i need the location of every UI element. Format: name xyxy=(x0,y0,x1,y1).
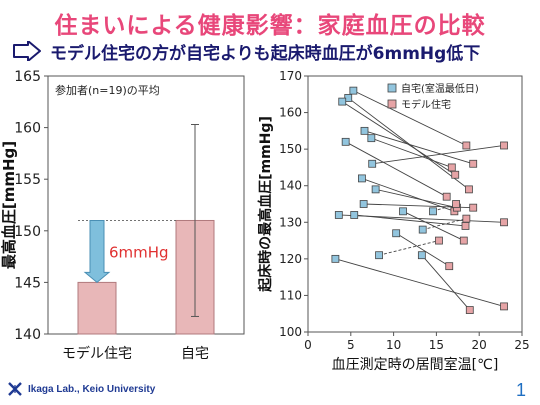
pair-connector xyxy=(371,137,452,168)
arrow-right-icon xyxy=(13,41,41,61)
model-point xyxy=(442,192,451,201)
model-point xyxy=(469,203,478,212)
home-point xyxy=(399,207,407,216)
home-point xyxy=(359,200,368,208)
home-point xyxy=(392,229,401,238)
home-point xyxy=(358,174,366,183)
y-tick-label: 170 xyxy=(279,69,302,83)
y-tick-label: 150 xyxy=(14,224,41,240)
home-point xyxy=(341,137,350,146)
participant-note: 参加者(n=19)の平均 xyxy=(55,83,160,97)
pair-connector xyxy=(347,97,470,190)
pair-connector xyxy=(341,101,456,176)
plot-area xyxy=(307,75,523,333)
y-tick-label: 150 xyxy=(279,142,302,156)
data-points xyxy=(331,86,508,314)
x-category-label: モデル住宅 xyxy=(62,345,132,362)
pair-connector xyxy=(375,188,458,209)
bar xyxy=(77,281,117,335)
plot-area xyxy=(47,75,245,335)
y-tick-label: 140 xyxy=(279,179,302,193)
model-point xyxy=(451,170,460,179)
pair-connector xyxy=(402,210,464,241)
x-tick-label: 10 xyxy=(386,338,401,352)
y-tick-label: 160 xyxy=(279,106,302,120)
model-point xyxy=(500,218,508,227)
home-point xyxy=(371,185,380,194)
model-point xyxy=(465,306,474,314)
home-point xyxy=(334,211,343,219)
x-tick-label: 20 xyxy=(472,338,487,352)
x-tick-label: 0 xyxy=(304,338,312,352)
model-point xyxy=(500,302,508,311)
pair-connector xyxy=(361,177,455,212)
model-point xyxy=(452,200,460,208)
y-tick-label: 140 xyxy=(14,327,41,343)
page-number: 1 xyxy=(515,380,526,400)
pair-connector xyxy=(338,214,505,223)
x-tick-label: 5 xyxy=(347,338,355,352)
home-point xyxy=(360,126,369,135)
slide-subtitle: モデル住宅の方が自宅よりも起床時血圧が6mmHg低下 xyxy=(12,38,480,64)
y-tick-label: 110 xyxy=(279,288,302,302)
y-axis-label: 最高血圧[mmHg] xyxy=(0,141,18,269)
scatter-chart: 100 110 120 130 140 150 160 170 0 5 10 15 20 25 起床時の最高… xyxy=(257,69,530,373)
home-point xyxy=(349,86,358,95)
x-tick-label: 25 xyxy=(514,338,529,352)
home-point xyxy=(418,225,427,234)
home-point xyxy=(331,254,340,263)
home-point xyxy=(417,251,426,260)
home-point xyxy=(429,207,437,216)
y-axis-label: 起床時の最高血圧[mmHg] xyxy=(257,116,274,293)
pair-connector xyxy=(421,254,471,311)
pair-connector xyxy=(335,258,505,307)
legend-marker-model xyxy=(387,99,397,109)
footer-text: Ikaga Lab., Keio University xyxy=(28,383,156,395)
legend-label-home: 自宅(室温最低日) xyxy=(401,82,479,95)
home-point xyxy=(367,134,376,143)
legend-marker-home xyxy=(387,83,397,93)
bar-chart: 140 145 150 155 160 165 最高血圧[mmHg] モデル住宅 自宅 参加者(n… xyxy=(0,69,245,362)
difference-annotation: 6mmHg xyxy=(109,243,169,261)
model-point xyxy=(465,185,473,194)
lab-logo-icon xyxy=(8,382,22,396)
model-point xyxy=(469,159,478,168)
model-point xyxy=(462,141,471,150)
home-point xyxy=(368,159,377,168)
y-tick-label: 155 xyxy=(14,172,41,188)
y-tick-label: 100 xyxy=(279,325,302,339)
pair-connector xyxy=(353,90,467,146)
model-point xyxy=(462,214,471,223)
x-category-label: 自宅 xyxy=(181,346,209,362)
subtitle-text: モデル住宅の方が自宅よりも起床時血圧が6mmHg低下 xyxy=(50,43,481,64)
x-tick-label: 15 xyxy=(429,338,444,352)
pair-connector xyxy=(378,240,440,256)
pair-connector xyxy=(372,145,505,165)
y-tick-label: 145 xyxy=(14,275,41,291)
pair-connector xyxy=(395,232,450,267)
legend-label-model: モデル住宅 xyxy=(401,98,451,111)
y-tick-label: 160 xyxy=(14,121,41,137)
model-point xyxy=(435,236,443,245)
model-point xyxy=(459,236,468,245)
model-point xyxy=(500,141,508,150)
y-tick-label: 120 xyxy=(279,252,302,266)
pair-connector xyxy=(345,141,447,198)
home-point xyxy=(375,251,383,260)
model-point xyxy=(445,262,454,271)
pair-connector xyxy=(422,218,467,231)
y-tick-label: 130 xyxy=(279,215,302,229)
pair-connector xyxy=(364,130,474,165)
y-tick-label: 165 xyxy=(14,69,41,85)
model-point xyxy=(447,163,456,172)
slide-title: 住まいによる健康影響：家庭血圧の比較 xyxy=(54,13,486,39)
home-point xyxy=(338,97,347,106)
down-arrow-icon xyxy=(83,219,111,284)
model-point xyxy=(461,222,470,230)
home-point xyxy=(350,211,359,219)
x-axis-label: 血圧測定時の居間室温[℃] xyxy=(332,356,499,373)
footer: Ikaga Lab., Keio University xyxy=(8,381,155,397)
